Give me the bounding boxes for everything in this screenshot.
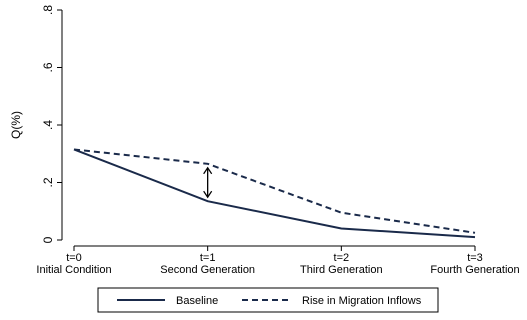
x-tick-sublabel: Fourth Generation: [430, 264, 519, 276]
y-tick-label: .2: [41, 177, 55, 187]
baseline-series-line: [73, 148, 476, 239]
migration-series-line: [73, 148, 476, 234]
annotation-layer: [203, 166, 213, 199]
x-tick-label: t=2: [334, 252, 350, 264]
series-layer: [73, 148, 476, 239]
x-tick-label: t=0: [66, 252, 82, 264]
y-axis-title: Q(%): [9, 111, 23, 139]
y-tick-label: .4: [41, 120, 55, 130]
y-tick-label: .8: [41, 5, 55, 15]
x-tick-sublabel: Initial Condition: [36, 264, 111, 276]
x-tick-label: t=3: [467, 252, 483, 264]
difference-arrow-head-top: [203, 166, 213, 175]
x-tick-label: t=1: [200, 252, 216, 264]
y-tick-label: 0: [41, 236, 55, 243]
legend-label-baseline: Baseline: [176, 295, 218, 307]
difference-arrow-head-bottom: [203, 190, 213, 199]
x-tick-sublabel: Second Generation: [160, 264, 255, 276]
legend-label-migration: Rise in Migration Inflows: [302, 295, 422, 307]
x-tick-sublabel: Third Generation: [300, 264, 383, 276]
y-tick-label: .6: [41, 62, 55, 72]
legend: Baseline Rise in Migration Inflows: [97, 287, 439, 313]
